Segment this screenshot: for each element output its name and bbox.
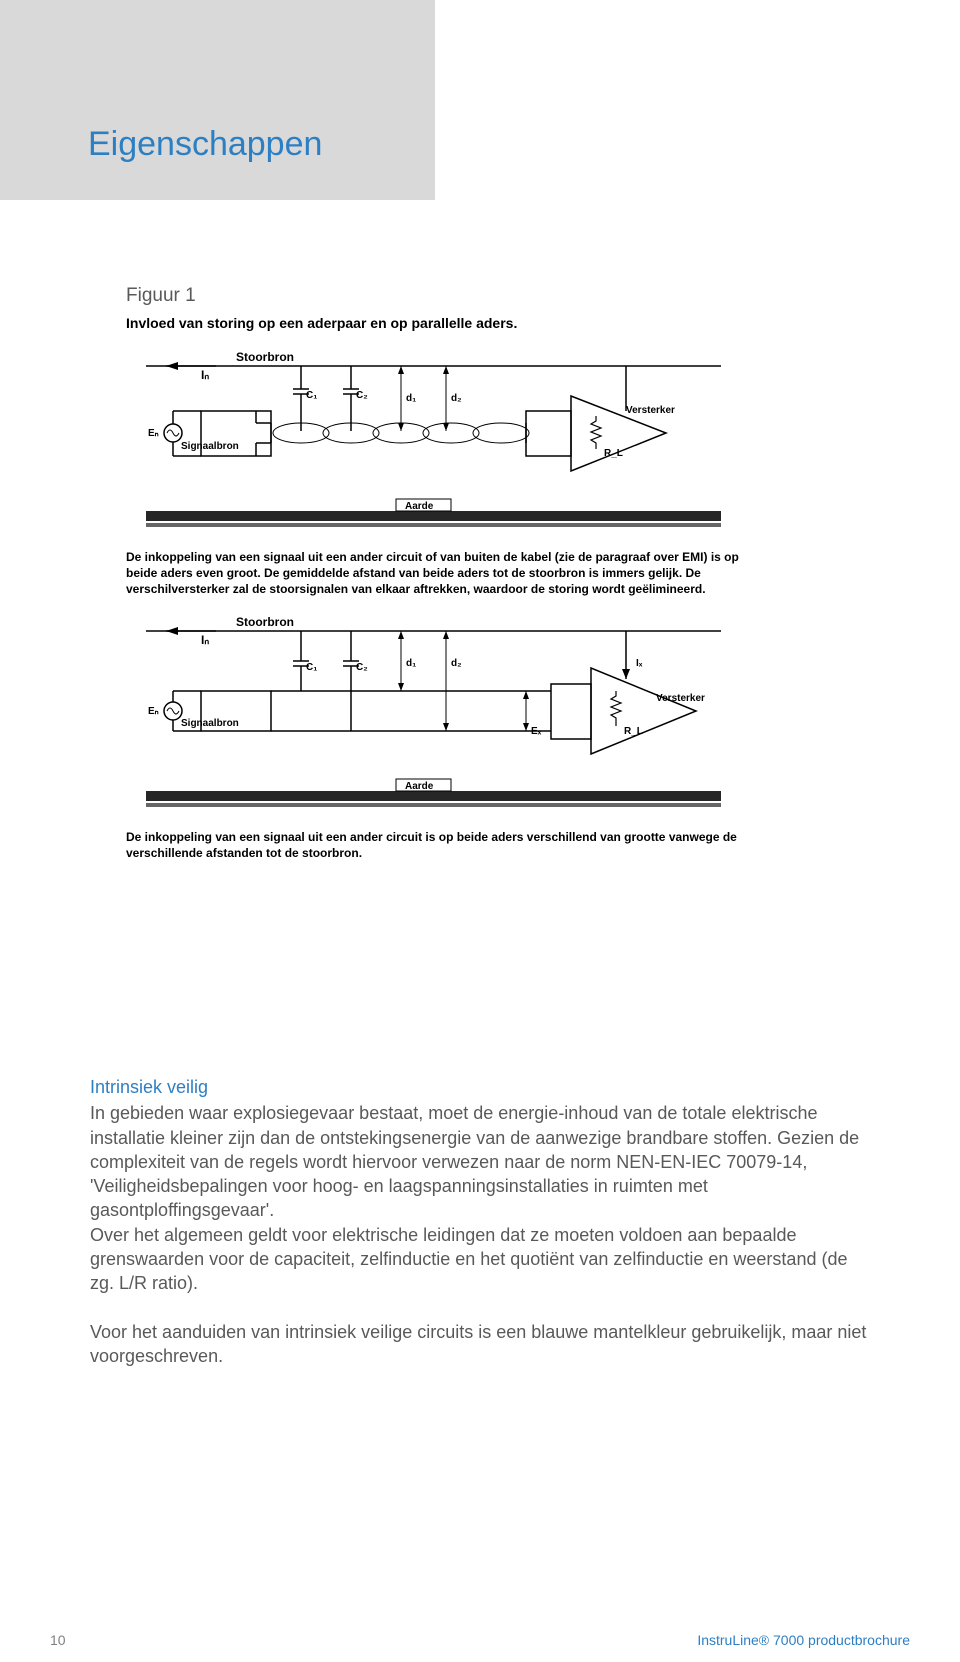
label-C2-2: C₂ <box>356 662 368 673</box>
label-C2: C₂ <box>356 390 368 401</box>
label-aarde: Aarde <box>405 501 434 512</box>
paragraph-3: Voor het aanduiden van intrinsiek veilig… <box>90 1320 870 1369</box>
label-RL: R_L <box>604 448 623 459</box>
paragraph-1: In gebieden waar explosiegevaar bestaat,… <box>90 1101 870 1222</box>
label-C1: C₁ <box>306 390 317 401</box>
body-section: Intrinsiek veilig In gebieden waar explo… <box>90 1075 870 1369</box>
label-stoorbron-2: Stoorbron <box>236 615 294 629</box>
label-d2-2: d₂ <box>451 658 462 669</box>
brochure-name: InstruLine® 7000 productbrochure <box>697 1632 910 1648</box>
header-band <box>0 0 435 200</box>
label-En-2: Eₙ <box>148 706 159 717</box>
label-Ex: Eₓ <box>531 726 542 737</box>
label-d1: d₁ <box>406 393 416 404</box>
diagram2-subcaption: De inkoppeling van een signaal uit een a… <box>126 829 766 861</box>
figure-label: Figuur 1 <box>126 285 196 307</box>
diagram-1: Iₙ Stoorbron C₁ C₂ d₁ d₂ Eₙ Signaalbron <box>126 341 746 541</box>
label-d1-2: d₁ <box>406 658 416 669</box>
figure-caption: Invloed van storing op een aderpaar en o… <box>126 315 766 331</box>
label-aarde-2: Aarde <box>405 781 434 792</box>
label-In: Iₙ <box>201 368 209 382</box>
diagram-2: Iₙ Stoorbron C₁ C₂ d₁ d₂ Iₓ Eₙ <box>126 606 746 821</box>
label-d2: d₂ <box>451 393 462 404</box>
label-Ix: Iₓ <box>636 658 643 669</box>
diagram1-subcaption: De inkoppeling van een signaal uit een a… <box>126 549 766 598</box>
page-title: Eigenschappen <box>88 125 322 164</box>
label-In-2: Iₙ <box>201 633 209 647</box>
paragraph-2: Over het algemeen geldt voor elektrische… <box>90 1223 870 1296</box>
section-heading: Intrinsiek veilig <box>90 1075 870 1099</box>
page-number: 10 <box>50 1632 66 1648</box>
label-C1-2: C₁ <box>306 662 317 673</box>
label-stoorbron: Stoorbron <box>236 350 294 364</box>
label-signaalbron-2: Signaalbron <box>181 718 239 729</box>
figure-area: Invloed van storing op een aderpaar en o… <box>126 315 766 869</box>
label-RL-2: R_L <box>624 726 643 737</box>
label-signaalbron: Signaalbron <box>181 441 239 452</box>
label-versterker: Versterker <box>626 405 675 416</box>
label-En: Eₙ <box>148 428 159 439</box>
label-versterker-2: Versterker <box>656 693 705 704</box>
